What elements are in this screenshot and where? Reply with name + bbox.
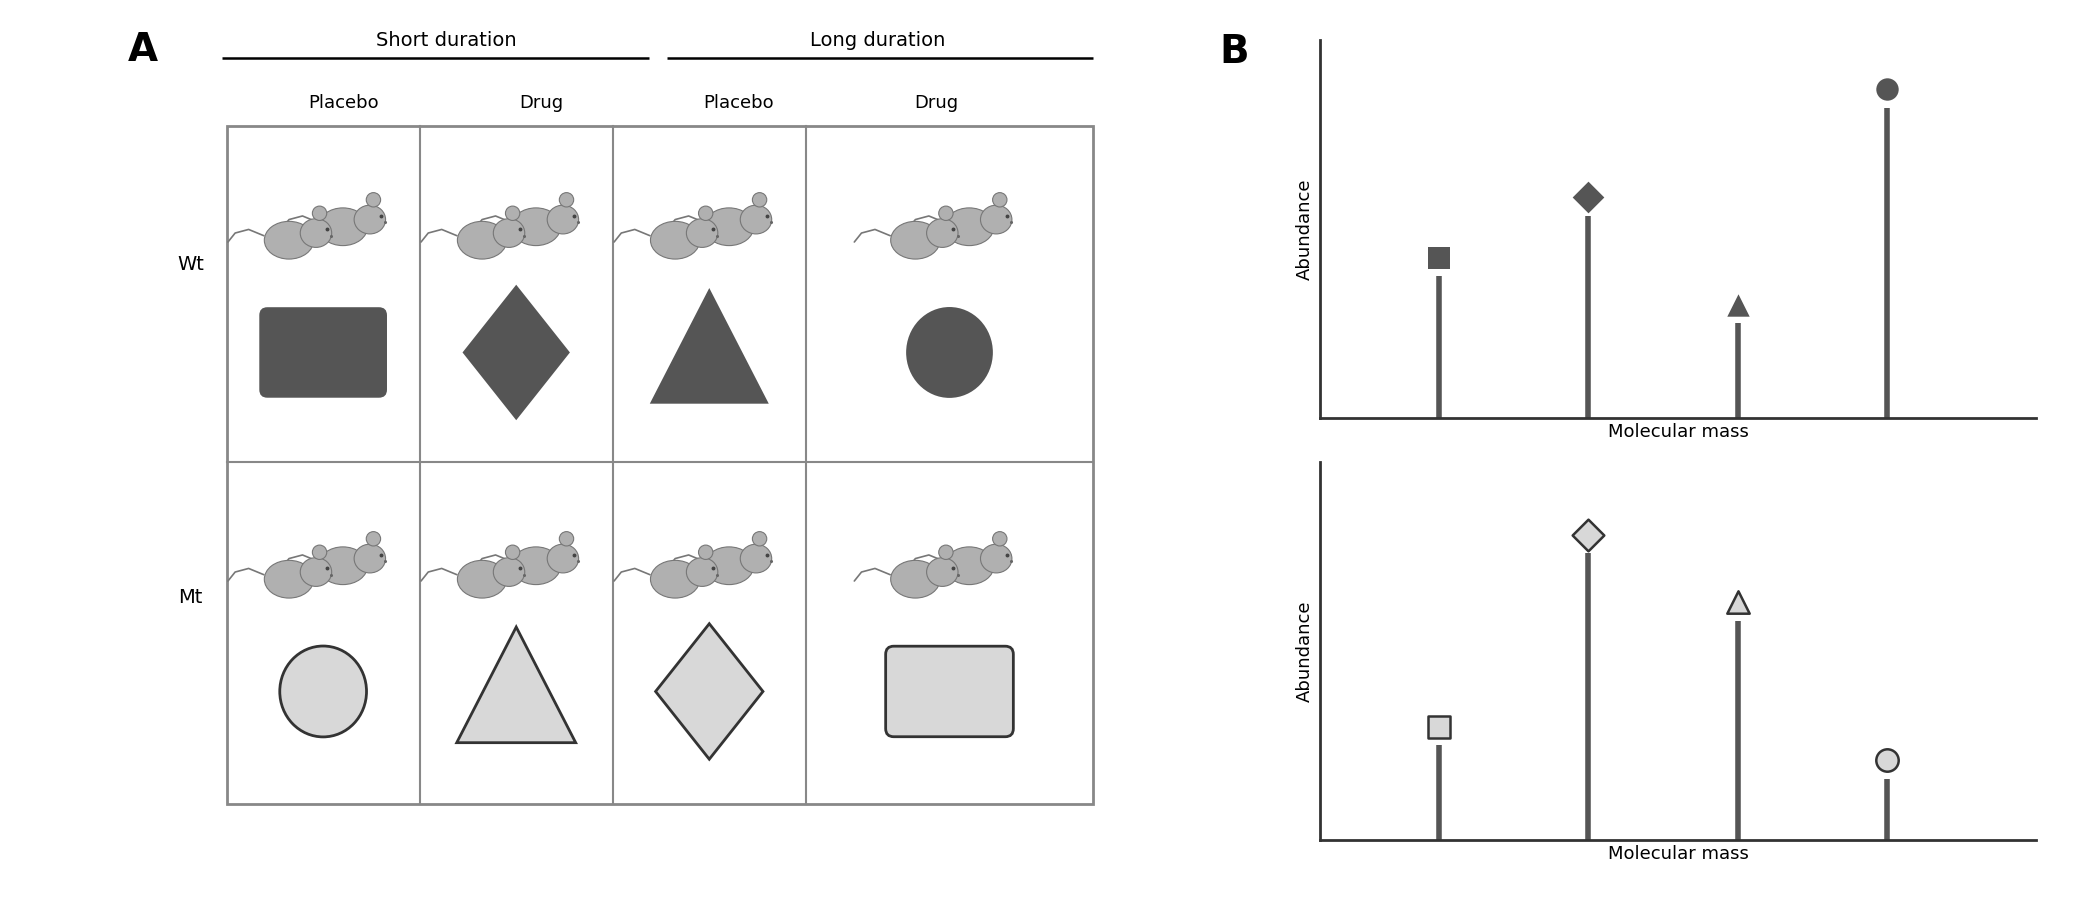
Ellipse shape (906, 307, 993, 398)
Ellipse shape (505, 206, 520, 220)
Ellipse shape (299, 218, 332, 248)
Ellipse shape (318, 547, 368, 585)
Ellipse shape (299, 558, 332, 586)
Point (1870, 82, 1903, 96)
Text: Mt: Mt (179, 587, 204, 607)
Text: Placebo: Placebo (702, 94, 773, 112)
Polygon shape (655, 624, 763, 759)
Text: Short duration: Short duration (376, 31, 517, 50)
Ellipse shape (981, 544, 1012, 573)
Polygon shape (457, 627, 576, 743)
Ellipse shape (650, 222, 700, 259)
Ellipse shape (939, 545, 954, 559)
Ellipse shape (993, 193, 1008, 207)
Ellipse shape (704, 207, 754, 245)
Text: Drug: Drug (914, 94, 958, 112)
Ellipse shape (945, 207, 993, 245)
Ellipse shape (927, 558, 958, 586)
Ellipse shape (366, 532, 380, 546)
Point (1423, 719, 1457, 734)
Ellipse shape (547, 544, 578, 573)
Ellipse shape (698, 545, 713, 559)
Text: B: B (1220, 33, 1249, 71)
Text: Wt: Wt (177, 255, 204, 275)
Ellipse shape (492, 218, 526, 248)
Ellipse shape (698, 206, 713, 220)
Ellipse shape (492, 558, 526, 586)
Point (1870, 753, 1903, 768)
Ellipse shape (740, 205, 771, 234)
Ellipse shape (752, 532, 767, 546)
FancyBboxPatch shape (885, 647, 1014, 736)
Ellipse shape (353, 544, 387, 573)
Text: Placebo: Placebo (308, 94, 378, 112)
Point (1571, 528, 1604, 542)
Point (1721, 297, 1754, 312)
Ellipse shape (939, 206, 954, 220)
Ellipse shape (686, 218, 717, 248)
Ellipse shape (740, 544, 771, 573)
Ellipse shape (353, 205, 387, 234)
Ellipse shape (559, 532, 574, 546)
Ellipse shape (945, 547, 993, 585)
Ellipse shape (281, 646, 366, 737)
Ellipse shape (505, 545, 520, 559)
Polygon shape (650, 288, 769, 404)
Ellipse shape (264, 222, 314, 259)
Point (1721, 595, 1754, 610)
Ellipse shape (752, 193, 767, 207)
Ellipse shape (511, 207, 561, 245)
Ellipse shape (891, 222, 939, 259)
Y-axis label: Abundance: Abundance (1297, 600, 1313, 702)
Ellipse shape (686, 558, 717, 586)
Ellipse shape (318, 207, 368, 245)
Ellipse shape (511, 547, 561, 585)
Text: A: A (129, 31, 158, 69)
Ellipse shape (547, 205, 578, 234)
Ellipse shape (927, 218, 958, 248)
Point (1571, 189, 1604, 204)
Ellipse shape (981, 205, 1012, 234)
Polygon shape (463, 285, 569, 420)
Text: Drug: Drug (520, 94, 563, 112)
Ellipse shape (891, 560, 939, 598)
Text: Long duration: Long duration (810, 31, 945, 50)
FancyBboxPatch shape (260, 307, 387, 398)
Ellipse shape (366, 193, 380, 207)
Ellipse shape (457, 560, 507, 598)
Ellipse shape (993, 532, 1008, 546)
Ellipse shape (650, 560, 700, 598)
X-axis label: Molecular mass: Molecular mass (1608, 423, 1748, 441)
Ellipse shape (704, 547, 754, 585)
Ellipse shape (312, 545, 326, 559)
Bar (227, 126, 1093, 804)
Ellipse shape (457, 222, 507, 259)
Point (1423, 251, 1457, 265)
Y-axis label: Abundance: Abundance (1297, 178, 1313, 280)
Ellipse shape (312, 206, 326, 220)
X-axis label: Molecular mass: Molecular mass (1608, 845, 1748, 863)
Ellipse shape (559, 193, 574, 207)
Ellipse shape (264, 560, 314, 598)
